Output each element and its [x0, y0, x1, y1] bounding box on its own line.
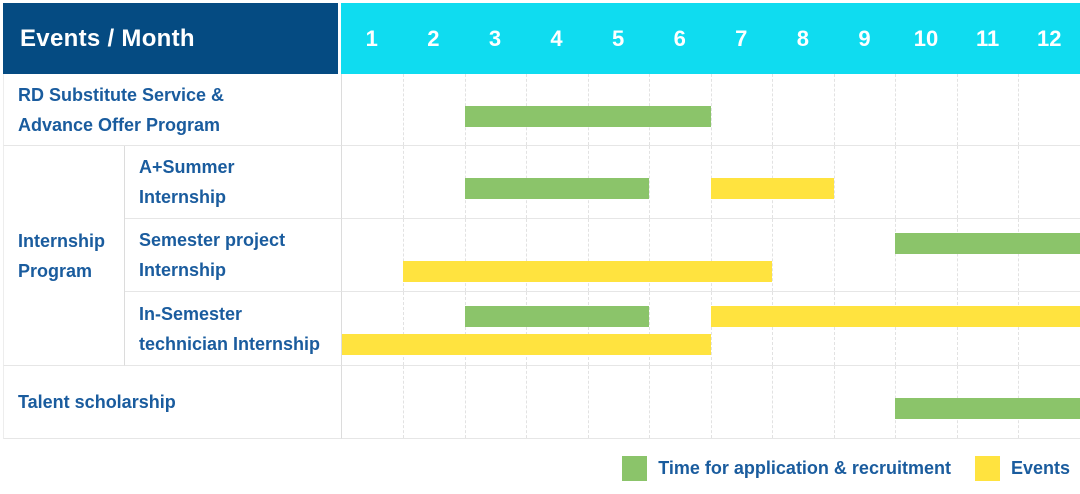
legend-label-application: Time for application & recruitment — [658, 458, 951, 478]
month-gridline — [587, 219, 589, 291]
month-header-4: 4 — [525, 3, 588, 74]
month-header-12: 12 — [1018, 3, 1080, 74]
month-gridline — [1018, 292, 1020, 365]
month-gridline — [649, 219, 651, 291]
legend: Time for application & recruitment Events — [622, 456, 1070, 481]
chart-row-semester-project-internship — [341, 219, 1080, 292]
row-label-semester-project-internship: Semester project Internship — [125, 219, 341, 292]
month-gridline — [956, 292, 958, 365]
chart-row-in-semester-technician-internship — [341, 292, 1080, 366]
row-label-talent-scholarship: Talent scholarship — [3, 366, 341, 439]
month-gridline — [649, 366, 651, 438]
month-gridline — [587, 366, 589, 438]
legend-item-application: Time for application & recruitment — [622, 456, 951, 481]
month-header-7: 7 — [710, 3, 773, 74]
month-gridline — [526, 292, 528, 365]
row-label-line: Advance Offer Program — [18, 114, 221, 135]
month-gridline — [403, 74, 405, 145]
group-label-line: Program — [18, 260, 93, 281]
month-gridline — [895, 74, 897, 145]
chart-row-talent-scholarship — [341, 366, 1080, 439]
events-bar — [710, 178, 834, 199]
month-gridline — [833, 292, 835, 365]
month-gridline — [526, 366, 528, 438]
month-gridline — [649, 146, 651, 218]
month-header-10: 10 — [895, 3, 957, 74]
legend-label-events: Events — [1010, 458, 1070, 478]
month-gridline — [526, 219, 528, 291]
month-gridline — [403, 146, 405, 218]
month-gridline — [710, 74, 712, 145]
legend-swatch-events — [974, 456, 1000, 481]
row-label-in-semester-technician-internship: In-Semester technician Internship — [125, 292, 341, 366]
application-bar — [464, 105, 711, 127]
row-label-line: Semester project — [139, 230, 286, 250]
application-bar — [464, 178, 650, 199]
month-gridline — [956, 219, 958, 291]
month-gridline — [1018, 219, 1020, 291]
month-gridline — [772, 219, 774, 291]
events-bar — [403, 261, 773, 282]
group-label-line: Internship — [18, 230, 106, 251]
events-bar — [342, 334, 711, 355]
month-gridline — [1018, 146, 1020, 218]
header-events-month: Events / Month — [3, 3, 341, 74]
month-header-9: 9 — [833, 3, 896, 74]
chart-row-rd-substitute-service-advance-offer-program — [341, 74, 1080, 146]
month-gridline — [895, 146, 897, 218]
row-label-line: A+Summer — [139, 157, 235, 177]
month-gridline — [833, 219, 835, 291]
gantt-table: Events / Month 1 2 3 4 5 6 7 8 9 10 11 12 Internship… — [3, 3, 1080, 439]
month-header-8: 8 — [772, 3, 834, 74]
month-gridline — [710, 366, 712, 438]
month-gridline — [956, 146, 958, 218]
month-gridline — [587, 292, 589, 365]
month-gridline — [956, 74, 958, 145]
month-header-11: 11 — [956, 3, 1019, 74]
month-gridline — [1018, 74, 1020, 145]
month-gridline — [895, 219, 897, 291]
events-bar — [710, 306, 1080, 327]
row-label-line: RD Substitute Service & — [18, 84, 225, 105]
month-gridline — [833, 74, 835, 145]
row-label-rd-substitute-service-advance-offer-program: RD Substitute Service & Advance Offer Pro… — [3, 74, 341, 146]
month-gridline — [649, 292, 651, 365]
application-bar — [895, 233, 1080, 254]
month-gridline — [833, 366, 835, 438]
month-gridline — [403, 366, 405, 438]
month-gridline — [833, 146, 835, 218]
application-bar — [895, 398, 1080, 419]
month-gridline — [464, 366, 466, 438]
month-header-3: 3 — [464, 3, 526, 74]
month-gridline — [710, 219, 712, 291]
month-gridline — [772, 292, 774, 365]
month-gridline — [403, 219, 405, 291]
month-gridline — [464, 219, 466, 291]
month-header-5: 5 — [587, 3, 649, 74]
month-gridline — [464, 292, 466, 365]
row-label-a-summer-internship: A+Summer Internship — [125, 146, 341, 219]
row-label-line: technician Internship — [139, 333, 321, 354]
legend-item-events: Events — [974, 456, 1070, 481]
application-bar — [464, 306, 650, 327]
month-header-6: 6 — [648, 3, 711, 74]
month-gridline — [772, 74, 774, 145]
month-header-1: 1 — [341, 3, 403, 74]
row-label-line: Internship — [139, 260, 227, 280]
row-label-line: Internship — [139, 187, 227, 207]
chart-row-a-summer-internship — [341, 146, 1080, 219]
month-gridline — [403, 292, 405, 365]
month-gridline — [772, 366, 774, 438]
month-gridline — [895, 292, 897, 365]
group-label-internship-program: Internship Program — [3, 146, 125, 366]
month-header-2: 2 — [402, 3, 465, 74]
row-label-line: In-Semester — [139, 303, 243, 324]
row-label-line: Talent scholarship — [18, 392, 176, 412]
legend-swatch-application — [622, 456, 648, 481]
month-gridline — [710, 292, 712, 365]
